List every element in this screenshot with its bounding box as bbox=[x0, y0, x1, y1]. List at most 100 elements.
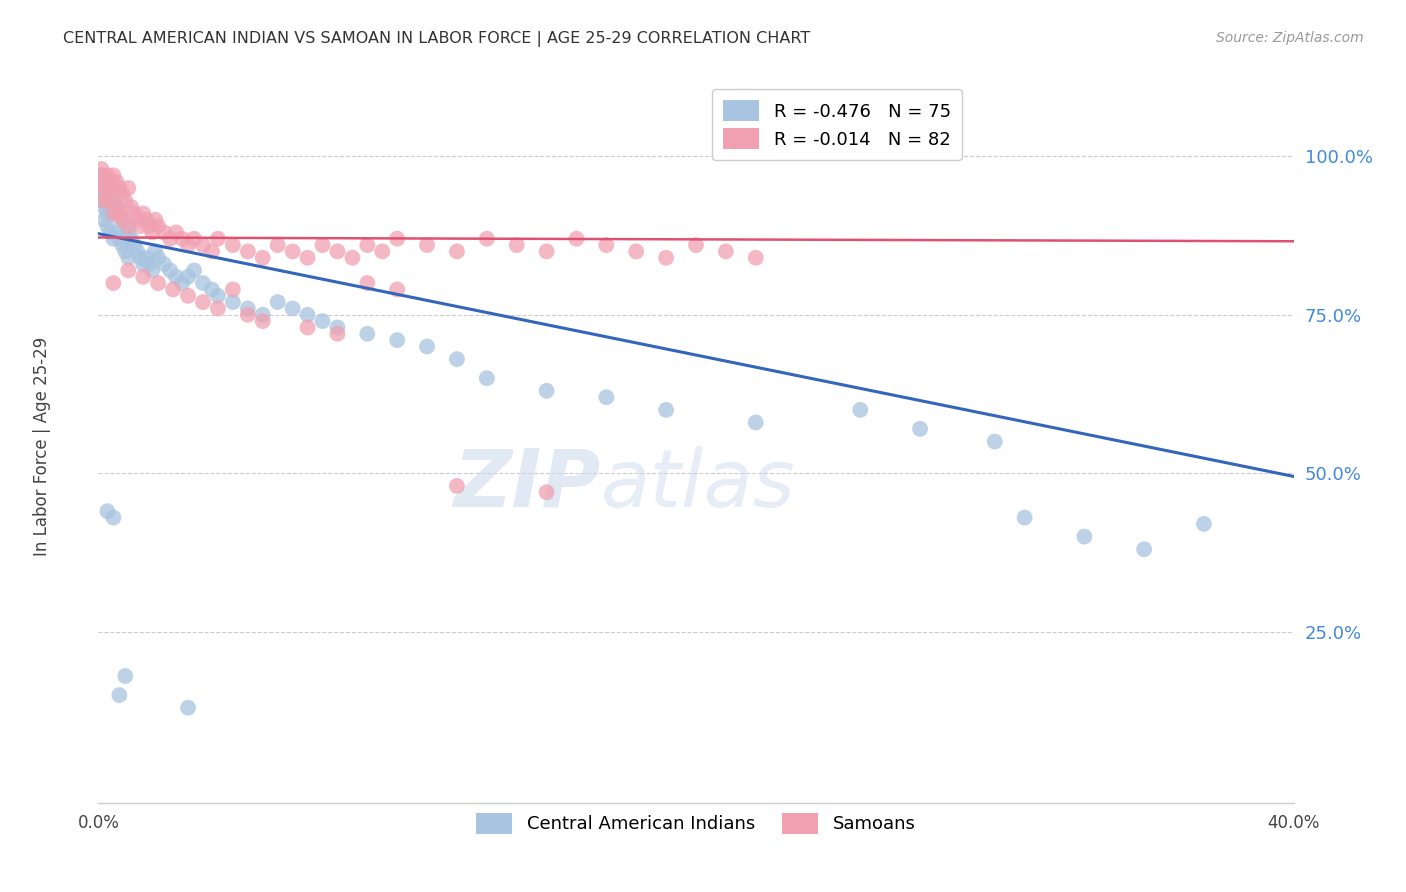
Point bbox=[207, 232, 229, 246]
Point bbox=[90, 161, 112, 176]
Point bbox=[135, 251, 157, 265]
Point bbox=[172, 276, 194, 290]
Point bbox=[117, 263, 139, 277]
Point bbox=[108, 206, 131, 220]
Point bbox=[207, 289, 229, 303]
Point bbox=[153, 226, 176, 240]
Point bbox=[105, 200, 128, 214]
Point bbox=[714, 244, 737, 259]
Point bbox=[177, 700, 200, 714]
Point bbox=[908, 422, 931, 436]
Point bbox=[93, 181, 115, 195]
Point bbox=[311, 314, 333, 328]
Point bbox=[124, 206, 146, 220]
Point bbox=[236, 308, 259, 322]
Point bbox=[281, 244, 304, 259]
Point bbox=[252, 314, 274, 328]
Point bbox=[281, 301, 304, 316]
Point bbox=[565, 232, 588, 246]
Point bbox=[111, 212, 134, 227]
Point bbox=[141, 263, 163, 277]
Point bbox=[222, 238, 245, 252]
Point bbox=[96, 181, 118, 195]
Point bbox=[129, 251, 152, 265]
Point bbox=[191, 238, 214, 252]
Point bbox=[103, 232, 125, 246]
Point bbox=[132, 269, 155, 284]
Point bbox=[105, 200, 128, 214]
Point bbox=[96, 219, 118, 233]
Point bbox=[93, 169, 115, 183]
Point bbox=[117, 181, 139, 195]
Point bbox=[117, 226, 139, 240]
Point bbox=[90, 175, 112, 189]
Point bbox=[96, 504, 118, 518]
Point bbox=[685, 238, 707, 252]
Point bbox=[236, 244, 259, 259]
Point bbox=[356, 326, 378, 341]
Point bbox=[183, 232, 205, 246]
Point bbox=[297, 308, 319, 322]
Text: In Labor Force | Age 25-29: In Labor Force | Age 25-29 bbox=[34, 336, 51, 556]
Point bbox=[93, 200, 115, 214]
Point bbox=[141, 226, 163, 240]
Point bbox=[90, 181, 112, 195]
Point bbox=[135, 212, 157, 227]
Point bbox=[108, 232, 131, 246]
Point bbox=[117, 251, 139, 265]
Point bbox=[655, 251, 678, 265]
Point bbox=[143, 212, 166, 227]
Legend: Central American Indians, Samoans: Central American Indians, Samoans bbox=[465, 802, 927, 845]
Point bbox=[111, 238, 134, 252]
Point bbox=[143, 244, 166, 259]
Point bbox=[98, 175, 122, 189]
Point bbox=[132, 257, 155, 271]
Point bbox=[98, 226, 122, 240]
Point bbox=[96, 194, 118, 208]
Point bbox=[536, 244, 558, 259]
Point bbox=[103, 169, 125, 183]
Point bbox=[536, 384, 558, 398]
Point bbox=[96, 206, 118, 220]
Point bbox=[93, 194, 115, 208]
Point bbox=[1133, 542, 1156, 557]
Point bbox=[98, 200, 122, 214]
Point bbox=[385, 282, 409, 296]
Point bbox=[177, 269, 200, 284]
Point bbox=[114, 669, 136, 683]
Point bbox=[103, 276, 125, 290]
Point bbox=[201, 282, 224, 296]
Point bbox=[595, 390, 617, 404]
Point bbox=[148, 251, 170, 265]
Point bbox=[108, 206, 131, 220]
Point bbox=[138, 257, 160, 271]
Point bbox=[98, 187, 122, 202]
Point bbox=[103, 206, 125, 220]
Point bbox=[222, 295, 245, 310]
Point bbox=[849, 402, 872, 417]
Point bbox=[416, 339, 439, 353]
Point bbox=[148, 276, 170, 290]
Point bbox=[93, 187, 115, 202]
Point bbox=[297, 251, 319, 265]
Point bbox=[236, 301, 259, 316]
Point bbox=[159, 232, 181, 246]
Point bbox=[536, 485, 558, 500]
Point bbox=[475, 232, 498, 246]
Point bbox=[183, 263, 205, 277]
Point bbox=[252, 308, 274, 322]
Point bbox=[267, 295, 290, 310]
Point bbox=[356, 238, 378, 252]
Point bbox=[111, 187, 134, 202]
Point bbox=[165, 226, 187, 240]
Point bbox=[103, 181, 125, 195]
Point bbox=[311, 238, 333, 252]
Point bbox=[103, 194, 125, 208]
Point bbox=[416, 238, 439, 252]
Point bbox=[148, 219, 170, 233]
Point bbox=[162, 282, 184, 296]
Point bbox=[108, 688, 131, 702]
Point bbox=[356, 276, 378, 290]
Point bbox=[1014, 510, 1036, 524]
Point bbox=[108, 181, 131, 195]
